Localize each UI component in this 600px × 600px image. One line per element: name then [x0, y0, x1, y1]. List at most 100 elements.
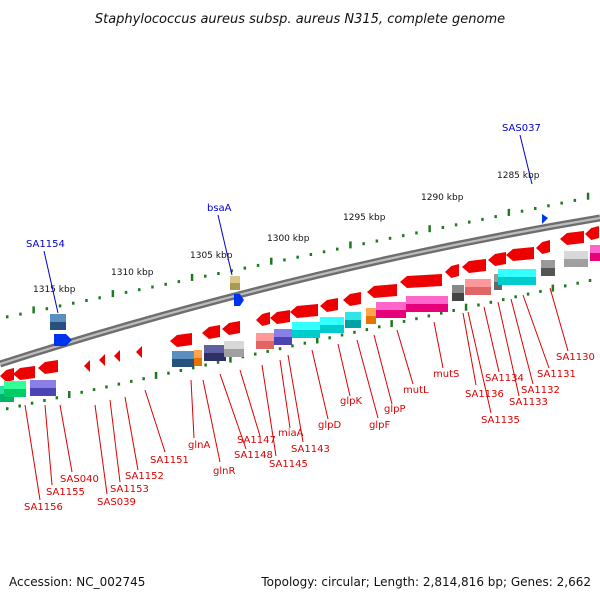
- gene-arrow: [445, 264, 459, 278]
- gene-box-shade: [30, 388, 56, 396]
- minor-tick: [526, 292, 530, 296]
- gene-label: SA1154: [26, 239, 65, 250]
- gene-box-shade: [50, 322, 66, 330]
- gene-label: SA1147: [237, 435, 276, 446]
- minor-tick: [58, 304, 62, 308]
- minor-tick: [309, 253, 313, 256]
- major-tick: [190, 273, 194, 281]
- scale-label: 1305 kbp: [190, 251, 233, 261]
- gene-box-shade: [274, 337, 292, 345]
- gene-label: SA1143: [291, 444, 330, 455]
- scale-label: 1290 kbp: [421, 193, 464, 203]
- callout-line-red: [24, 404, 41, 501]
- minor-tick: [489, 300, 493, 304]
- gene-box: [50, 314, 66, 322]
- gene-label: SA1132: [521, 385, 560, 396]
- gene-callout-lines: [24, 134, 569, 501]
- gene-box-shade: [465, 287, 491, 295]
- scale-label: 1310 kbp: [111, 268, 154, 278]
- major-tick: [586, 192, 590, 200]
- callout-line-red: [433, 321, 444, 369]
- gene-box-shade: [292, 330, 320, 338]
- minor-tick: [494, 215, 497, 219]
- callout-line-red: [497, 301, 520, 397]
- major-tick: [507, 208, 511, 216]
- minor-tick: [362, 242, 365, 246]
- minor-tick: [167, 371, 170, 375]
- gene-box: [590, 245, 600, 253]
- minor-tick: [365, 328, 369, 332]
- gene-arrow: [560, 231, 584, 245]
- gene-label: bsaA: [207, 203, 232, 214]
- callout-line-red: [373, 334, 393, 405]
- gene-box-shade: [204, 353, 226, 361]
- callout-line-red: [287, 354, 304, 443]
- gene-arrow-blue: [54, 334, 72, 346]
- gene-arrow-small: [114, 350, 120, 362]
- major-tick: [428, 225, 431, 233]
- gene-arrow: [270, 310, 290, 324]
- gene-box: [498, 269, 536, 277]
- callout-line-red: [202, 379, 221, 463]
- major-tick: [154, 371, 158, 379]
- minor-tick: [452, 309, 455, 312]
- gene-label: SA1148: [234, 450, 273, 461]
- gene-label: SA1155: [46, 487, 85, 498]
- gene-box: [541, 260, 555, 268]
- minor-tick: [427, 314, 431, 318]
- minor-tick: [415, 231, 418, 235]
- gene-box-shade: [345, 320, 361, 328]
- callout-line-red: [144, 389, 166, 453]
- gene-box: [406, 296, 448, 304]
- gene-label: SA1156: [24, 502, 63, 513]
- gene-box: [465, 279, 491, 287]
- minor-tick: [124, 290, 128, 294]
- gene-label: SAS040: [60, 474, 99, 485]
- callout-line-red: [522, 294, 550, 369]
- accession-text: Accession: NC_002745: [9, 575, 145, 589]
- gene-arrow-small: [84, 360, 90, 372]
- minor-tick: [85, 299, 88, 302]
- minor-tick: [481, 217, 484, 221]
- gene-arrow: [506, 247, 534, 261]
- minor-tick: [441, 226, 445, 229]
- callout-line-blue: [519, 134, 533, 185]
- gene-box: [320, 317, 344, 325]
- callout-line-red: [483, 306, 500, 373]
- minor-tick: [291, 344, 294, 348]
- callout-line-red: [549, 287, 569, 352]
- callout-line-red: [59, 404, 73, 473]
- scale-labels: 1315 kbp 1310 kbp 1305 kbp 1300 kbp 1295…: [33, 171, 540, 295]
- minor-tick: [142, 377, 145, 381]
- callout-line-red: [124, 396, 139, 471]
- gene-box: [194, 350, 202, 358]
- gene-box-shade: [4, 389, 26, 397]
- callout-line-blue: [43, 250, 59, 314]
- minor-tick: [547, 204, 550, 208]
- minor-tick: [388, 236, 392, 240]
- scale-label: 1315 kbp: [33, 285, 76, 295]
- gene-label: mutS: [433, 369, 459, 380]
- minor-tick: [588, 279, 592, 282]
- gene-box-shade: [590, 253, 600, 261]
- minor-tick: [375, 239, 379, 243]
- minor-tick: [336, 247, 339, 251]
- minor-tick: [151, 285, 154, 289]
- gene-box: [4, 381, 26, 389]
- gene-arrow: [0, 368, 14, 382]
- callout-line-red: [311, 349, 329, 420]
- major-tick: [551, 284, 555, 292]
- major-tick: [464, 303, 468, 311]
- gene-box-shade: [172, 359, 194, 367]
- gene-label: glpK: [340, 396, 362, 407]
- gene-box: [172, 351, 194, 359]
- callout-line-red: [239, 369, 261, 437]
- minor-tick: [6, 315, 9, 319]
- gene-label: miaA: [278, 428, 304, 439]
- minor-tick: [138, 288, 141, 292]
- scale-label: 1295 kbp: [343, 213, 386, 223]
- gene-box: [366, 308, 376, 316]
- gene-arrow: [343, 292, 361, 306]
- minor-tick: [130, 379, 133, 383]
